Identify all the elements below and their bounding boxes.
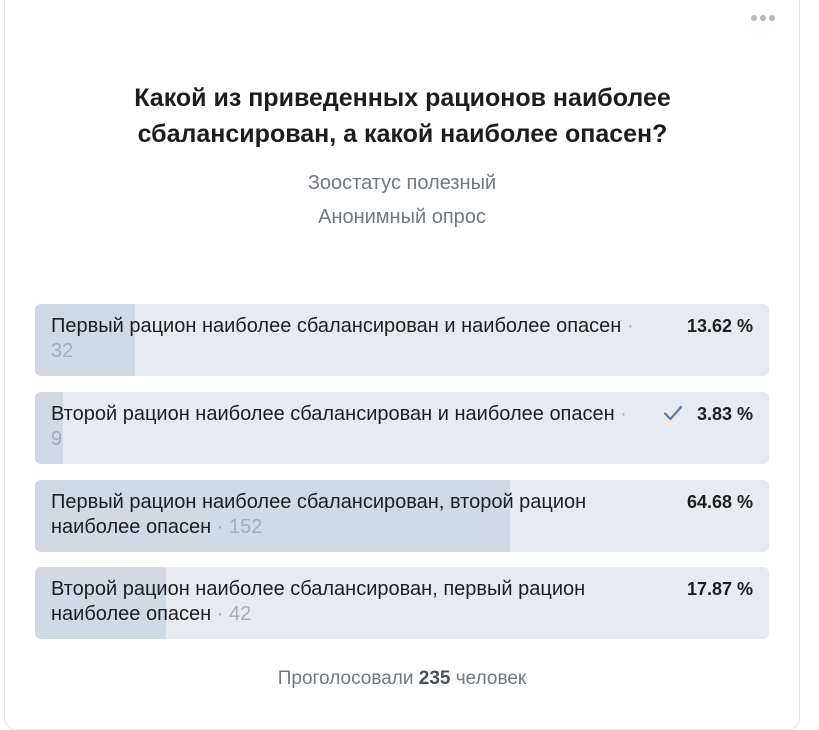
option-result-bar (35, 392, 64, 464)
option-text: Второй рацион наиболее сбалансирован, пе… (51, 578, 586, 625)
more-dots-icon (751, 15, 757, 21)
option-vote-count: 32 (51, 340, 74, 362)
option-percent: 13.62 % (686, 316, 753, 336)
more-options-button[interactable] (745, 13, 781, 23)
option-label: Второй рацион наиболее сбалансирован и н… (51, 403, 615, 425)
option-label: Второй рацион наиболее сбалансирован, пе… (51, 578, 586, 625)
total-vote-count: 235 (418, 668, 451, 689)
checkmark-icon (663, 405, 683, 421)
poll-option[interactable]: Второй рацион наиболее сбалансирован и н… (35, 392, 769, 464)
option-label: Первый рацион наиболее сбалансирован, вт… (51, 491, 587, 538)
option-percent: 3.83 % (696, 404, 753, 424)
option-label: Первый рацион наиболее сбалансирован и н… (51, 315, 622, 337)
poll-option[interactable]: Второй рацион наиболее сбалансирован, пе… (35, 567, 769, 639)
poll-author: Зоостатус полезный (307, 172, 497, 194)
option-result-bar (35, 480, 510, 552)
poll-type: Анонимный опрос (318, 206, 486, 228)
option-result-bar (35, 567, 167, 639)
option-vote-count: 9 (51, 428, 63, 450)
option-text: Первый рацион наиболее сбалансирован и н… (51, 315, 634, 362)
option-percent: 64.68 % (686, 492, 753, 512)
poll-total-votes: Проголосовали 235 человек (277, 668, 527, 689)
poll-option[interactable]: Первый рацион наиболее сбалансирован, вт… (35, 480, 769, 552)
poll-option[interactable]: Первый рацион наиболее сбалансирован и н… (35, 304, 769, 376)
option-vote-count: 42 (229, 603, 252, 625)
option-result-bar (35, 304, 135, 376)
option-text: Второй рацион наиболее сбалансирован и н… (51, 403, 627, 450)
option-percent: 17.87 % (686, 579, 753, 599)
poll-question: Какой из приведенных рационов наиболее с… (134, 84, 671, 148)
option-vote-count: 152 (229, 516, 263, 538)
option-text: Первый рацион наиболее сбалансирован, вт… (51, 491, 587, 538)
